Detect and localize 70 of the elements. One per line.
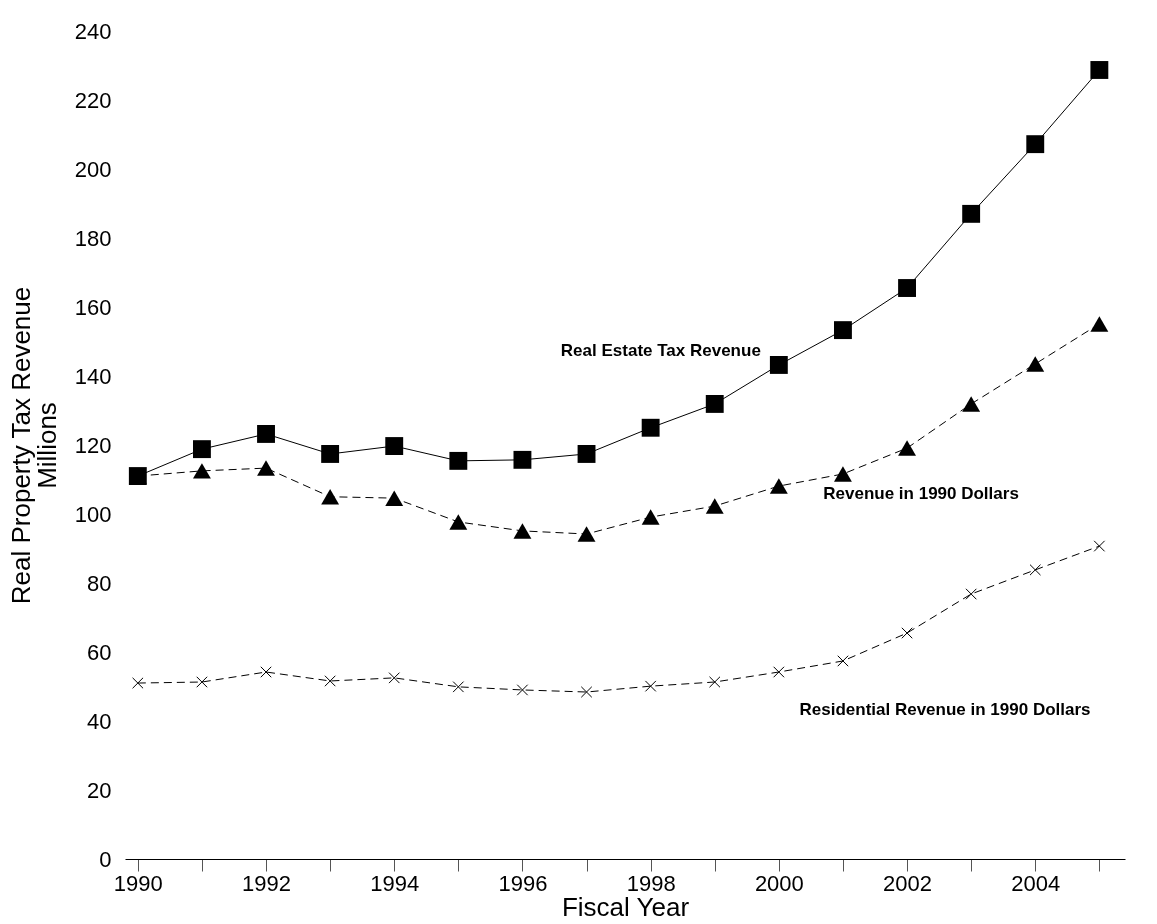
point (452, 681, 465, 693)
point (192, 463, 211, 479)
point (257, 460, 275, 476)
point (260, 666, 272, 678)
point (837, 655, 849, 667)
y-tick-label: 80 (87, 570, 112, 596)
point (641, 509, 660, 525)
point (580, 686, 593, 698)
point (641, 418, 660, 437)
x-tick-label: 2004 (1011, 870, 1061, 896)
point (577, 445, 596, 463)
y-tick-label: 40 (87, 708, 112, 734)
y-tick-label: 200 (74, 156, 112, 182)
point (898, 440, 916, 456)
point (769, 356, 788, 374)
point (132, 677, 144, 689)
point (705, 395, 724, 413)
point (1090, 316, 1109, 332)
point (513, 523, 532, 539)
point (834, 466, 852, 482)
point (385, 490, 404, 506)
series-label: Real Estate Tax Revenue (560, 340, 761, 360)
point (1090, 61, 1109, 79)
y-tick-label: 60 (87, 639, 112, 665)
point (324, 675, 336, 687)
point (192, 440, 211, 459)
x-tick-label: 2000 (754, 870, 804, 896)
point (449, 451, 468, 470)
y-tick-label: 0 (99, 846, 112, 872)
x-tick-label: 2002 (883, 870, 933, 896)
point (577, 526, 596, 542)
y-tick-label: 240 (74, 18, 112, 44)
point (516, 684, 529, 696)
y-tick-label: 180 (74, 225, 112, 251)
point (1029, 564, 1041, 576)
x-tick-label: 1992 (242, 870, 291, 896)
point (901, 627, 913, 639)
x-tick-label: 1994 (370, 870, 420, 896)
point (709, 676, 721, 688)
point (385, 437, 404, 455)
y-tick-label: 160 (74, 294, 112, 320)
point (965, 588, 977, 600)
point (1093, 540, 1106, 552)
y-tick-label: 100 (74, 501, 112, 527)
point (321, 489, 340, 505)
series-label: Residential Revenue in 1990 Dollars (799, 699, 1091, 719)
x-tick-label: 1996 (498, 870, 548, 896)
point (773, 666, 785, 678)
point (644, 680, 657, 692)
y-axis-title: Real Property Tax Revenue Millions (5, 286, 62, 605)
point (834, 321, 852, 340)
point (257, 425, 275, 443)
point (769, 478, 788, 494)
point (962, 204, 981, 223)
point (388, 672, 400, 684)
y-tick-label: 220 (74, 87, 112, 113)
point (321, 445, 340, 463)
point (513, 450, 532, 469)
point (962, 396, 981, 412)
x-tick-label: 1990 (113, 870, 163, 896)
y-tick-label: 120 (74, 432, 112, 458)
point (1026, 135, 1045, 154)
point (196, 676, 208, 688)
y-tick-label: 140 (74, 363, 112, 389)
point (705, 498, 724, 514)
point (898, 279, 916, 297)
point (1026, 356, 1045, 372)
series-label: Revenue in 1990 Dollars (823, 484, 1019, 504)
point (449, 514, 468, 530)
y-tick-label: 20 (87, 777, 112, 803)
